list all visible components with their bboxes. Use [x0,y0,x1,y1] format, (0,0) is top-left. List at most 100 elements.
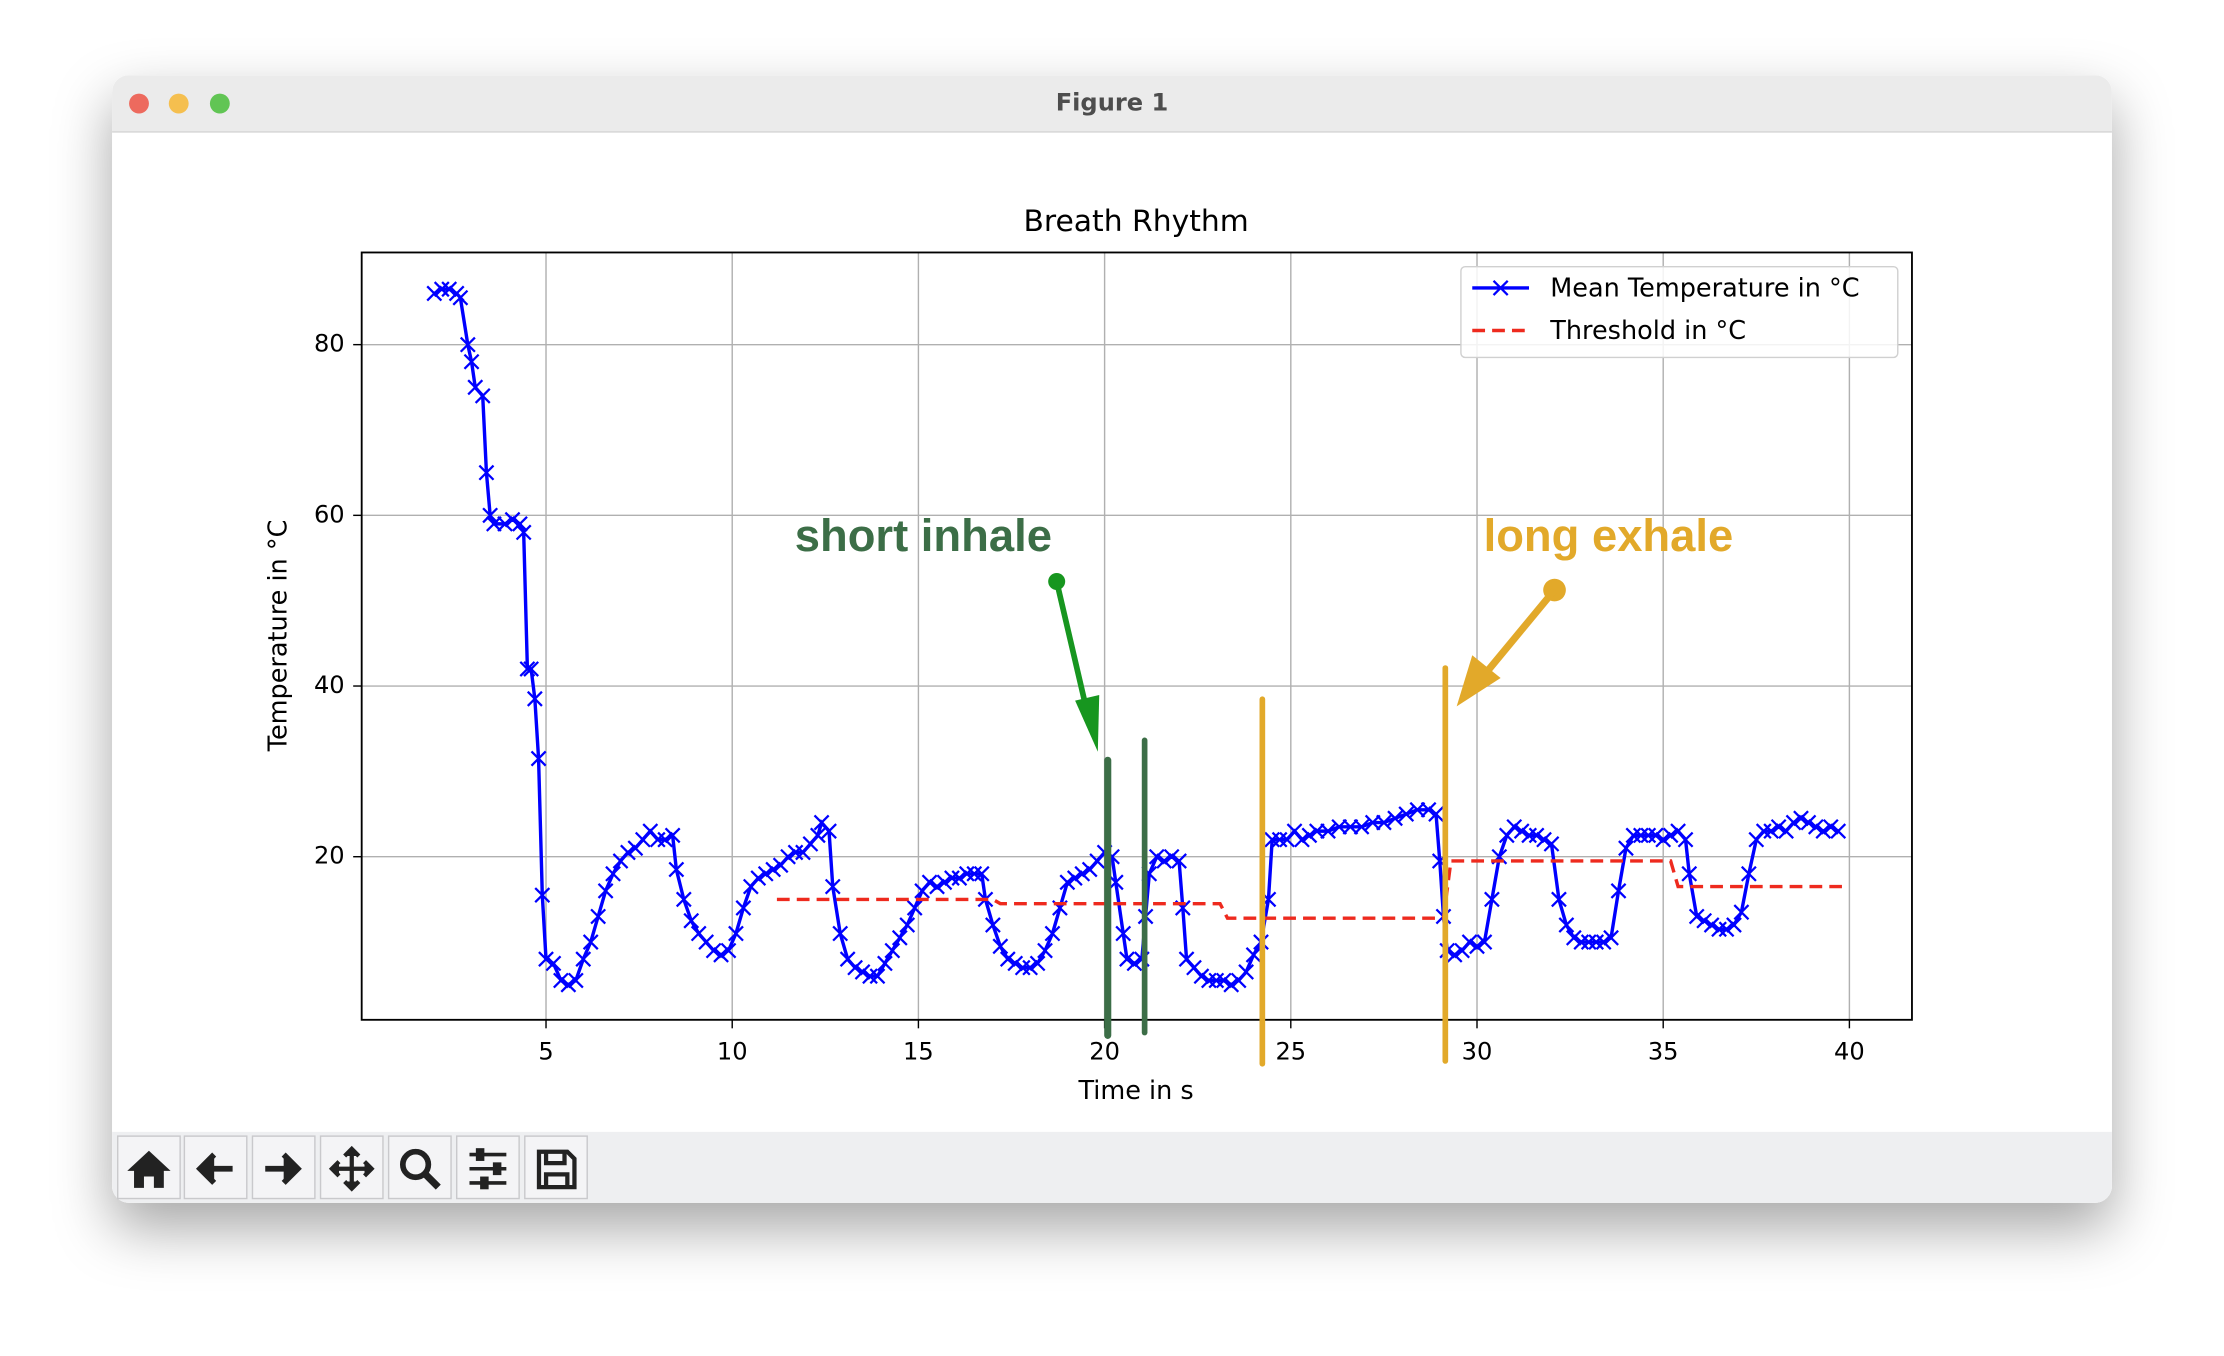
configure-button[interactable] [456,1135,520,1200]
marker [1037,942,1053,959]
marker [1320,823,1336,840]
forward-button[interactable] [251,1135,316,1200]
marker [463,353,480,370]
marker [433,281,450,298]
marker [999,951,1016,968]
marker [1588,934,1605,950]
marker [1640,827,1657,844]
x-tick-label: 10 [717,1037,748,1065]
marker [1398,806,1415,822]
marker [1409,801,1426,818]
marker [530,750,547,767]
marker [1364,814,1381,831]
marker [869,968,886,985]
marker [1655,831,1672,848]
y-tick-label: 60 [314,500,345,528]
marker [821,823,837,840]
marker [538,951,554,968]
marker [1755,823,1772,840]
marker [951,870,968,886]
marker [705,942,722,959]
marker [750,870,767,886]
marker [809,827,826,844]
x-axis-label: Time in s [1078,1076,1194,1106]
home-button[interactable] [117,1135,181,1200]
marker [1558,917,1575,933]
marker [575,951,592,968]
title-bar [112,75,2112,132]
close-button[interactable] [129,93,149,114]
marker [482,507,499,524]
zoom-tool-button[interactable] [387,1135,452,1200]
marker [1492,280,1509,296]
marker [1770,818,1787,835]
marker [1800,814,1817,831]
marker [1528,827,1545,844]
plot-frame [360,251,1913,1021]
minimize-button[interactable] [168,93,189,114]
zoom-button[interactable] [209,93,230,114]
marker [620,844,636,861]
marker [1618,840,1634,857]
marker [1793,810,1809,827]
legend-label: Threshold in °C [1549,316,1746,346]
marker [1565,929,1582,946]
marker [1647,827,1664,844]
arrow [1053,580,1090,710]
marker [1271,831,1288,848]
window [112,75,2112,1203]
back-button[interactable] [183,1135,248,1200]
marker [526,690,543,707]
marker [1294,831,1310,848]
marker [1603,929,1619,946]
chart: Breath Rhythm Time in s Temperature in °… [263,204,1913,1106]
marker [944,870,960,886]
marker [824,878,841,895]
marker [1536,831,1552,848]
marker [1148,848,1165,865]
x-tick-label: 35 [1648,1037,1679,1065]
marker [1688,908,1705,925]
marker [1822,818,1839,835]
marker [590,908,607,925]
marker [765,861,782,878]
marker [504,511,521,528]
marker [891,929,908,946]
save-button[interactable] [524,1135,588,1200]
marker [1215,972,1232,989]
marker [1696,912,1713,929]
marker [474,387,491,404]
marker [664,827,681,844]
marker [1763,823,1780,840]
marker [560,976,577,993]
marker [1461,934,1478,950]
marker [1625,827,1642,844]
marker [675,891,692,908]
pan-button[interactable] [319,1135,384,1200]
marker [884,942,901,959]
marker [497,515,513,532]
marker [1066,870,1083,886]
marker [1029,955,1046,972]
marker [1014,959,1031,976]
marker [597,882,614,899]
marker [1543,836,1560,852]
marker [1308,823,1325,840]
marker [1115,925,1132,942]
marker [720,942,737,959]
marker [1595,934,1612,950]
marker [929,878,945,895]
annotation: long exhale [1484,510,1734,561]
marker [906,900,923,916]
marker [1677,831,1694,848]
marker [1610,882,1627,899]
y-tick-label: 40 [314,671,345,699]
annotation: short inhale [795,510,1052,561]
marker [1484,891,1500,908]
marker [847,959,863,976]
marker [1022,959,1039,976]
marker [649,831,666,848]
x-tick-label: 15 [903,1037,934,1065]
marker [1551,891,1567,908]
